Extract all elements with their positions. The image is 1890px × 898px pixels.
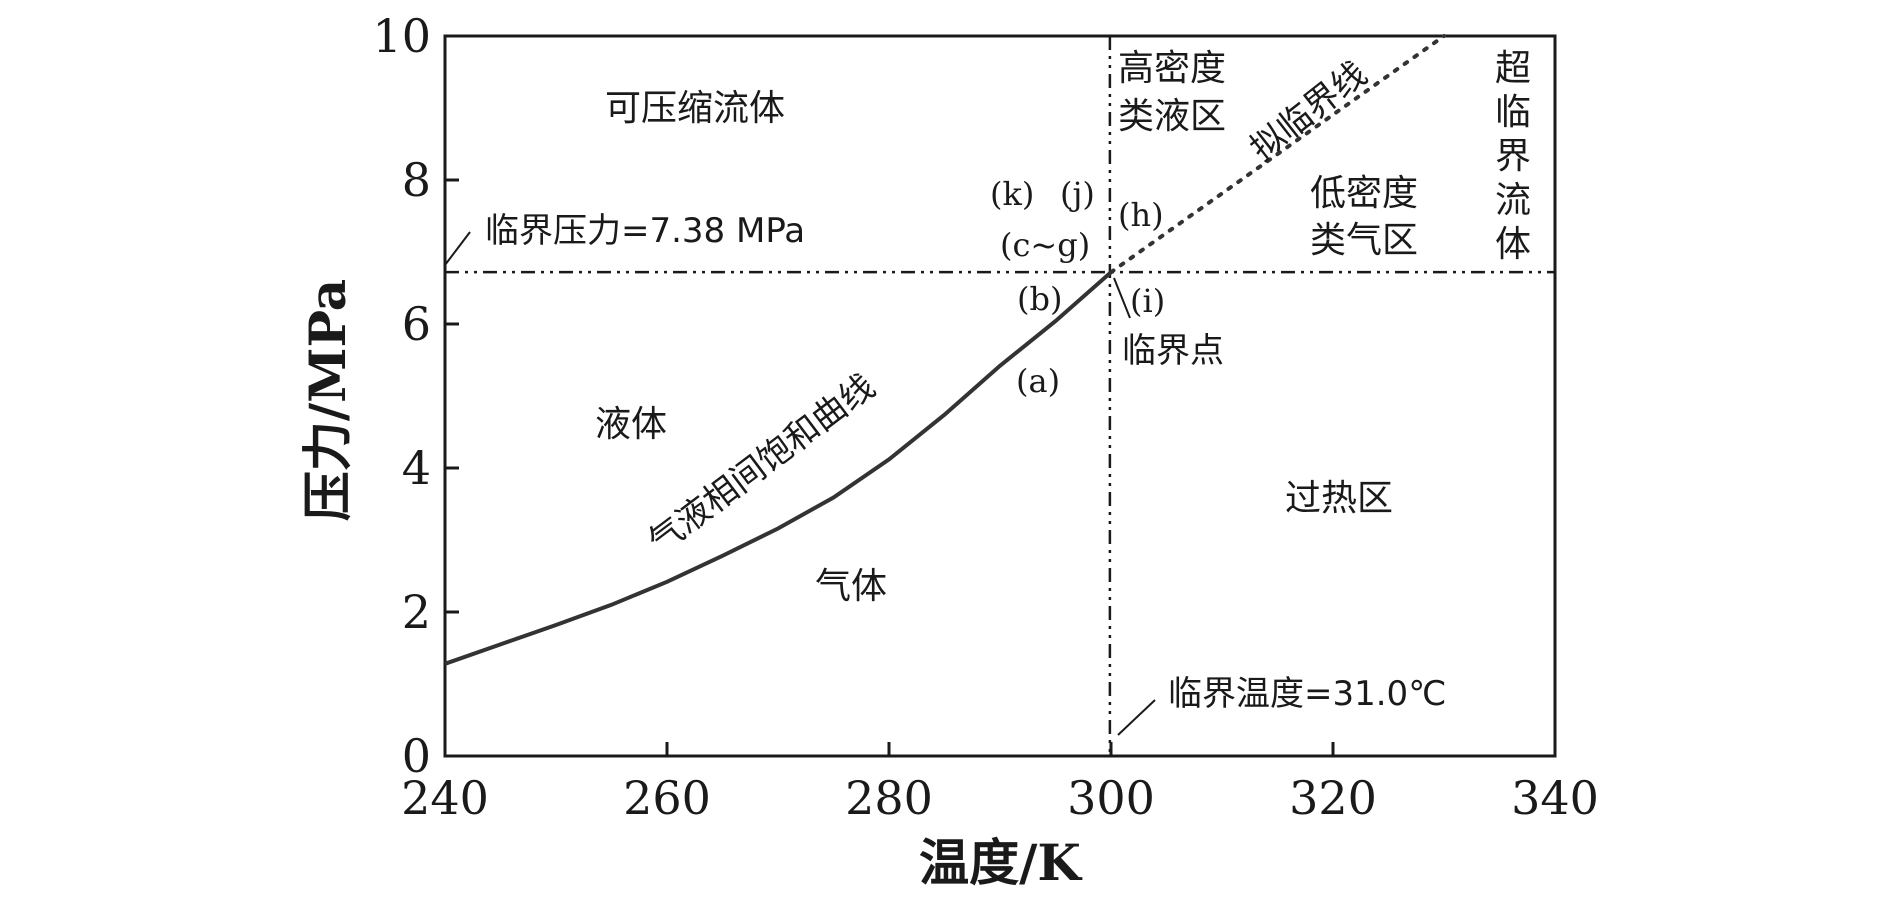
y-tick-label: 0 (402, 729, 431, 783)
point-label-c-g: (c~g) (1000, 226, 1090, 264)
x-axis-ticks: 240 260 280 300 320 340 (401, 742, 1599, 825)
critical-temperature-leader (1117, 699, 1156, 736)
critical-point-leader (1113, 277, 1131, 319)
x-tick-label: 300 (1067, 771, 1155, 825)
y-tick-label: 8 (402, 153, 431, 207)
saturation-curve-label: 气液相间饱和曲线 (641, 367, 882, 563)
x-tick-label: 320 (1289, 771, 1377, 825)
y-axis-ticks: 0 2 4 6 8 10 (372, 9, 459, 783)
x-tick-label: 240 (401, 771, 489, 825)
supercritical-char: 流 (1495, 180, 1531, 221)
point-label-h: (h) (1118, 196, 1164, 234)
supercritical-char: 临 (1495, 92, 1531, 133)
supercritical-char: 超 (1495, 48, 1531, 89)
saturation-curve-line (444, 270, 1113, 666)
supercritical-fluid-label: 超 临 界 流 体 (1495, 48, 1531, 265)
compressible-fluid-region: 可压缩流体 (605, 88, 785, 129)
high-density-label-line2: 类液区 (1118, 96, 1226, 137)
low-density-label-line2: 类气区 (1310, 220, 1418, 261)
x-tick-label: 260 (623, 771, 711, 825)
plot-frame (443, 34, 1557, 758)
critical-pressure-leader (444, 231, 471, 266)
gas-region: 气体 (815, 566, 887, 607)
point-label-b: (b) (1017, 280, 1062, 318)
point-label-a: (a) (1016, 362, 1060, 400)
low-density-label-line1: 低密度 (1310, 173, 1418, 214)
pseudo-critical-line (1109, 34, 1446, 275)
y-tick-label: 6 (402, 297, 431, 351)
point-label-j: (j) (1060, 175, 1095, 213)
x-tick-label: 280 (845, 771, 933, 825)
y-tick-label: 4 (402, 441, 431, 495)
y-tick-label: 2 (402, 585, 431, 639)
x-tick-label: 340 (1511, 771, 1599, 825)
critical-pressure-label: 临界压力=7.38 MPa (485, 211, 805, 251)
point-label-i: (i) (1130, 282, 1165, 320)
y-axis-label: 压力/MPa (298, 279, 357, 521)
superheated-region: 过热区 (1285, 478, 1393, 519)
critical-temperature-label: 临界温度=31.0℃ (1168, 674, 1446, 714)
x-axis-label: 温度/K (919, 833, 1082, 892)
supercritical-char: 界 (1495, 136, 1531, 177)
liquid-region: 液体 (595, 404, 667, 445)
y-tick-label: 10 (372, 9, 431, 63)
critical-point-label: 临界点 (1122, 331, 1224, 371)
supercritical-char: 体 (1495, 224, 1531, 265)
pseudo-critical-label: 拟临界线 (1243, 54, 1375, 169)
high-density-label-line1: 高密度 (1118, 48, 1226, 89)
point-label-k: (k) (990, 175, 1034, 213)
